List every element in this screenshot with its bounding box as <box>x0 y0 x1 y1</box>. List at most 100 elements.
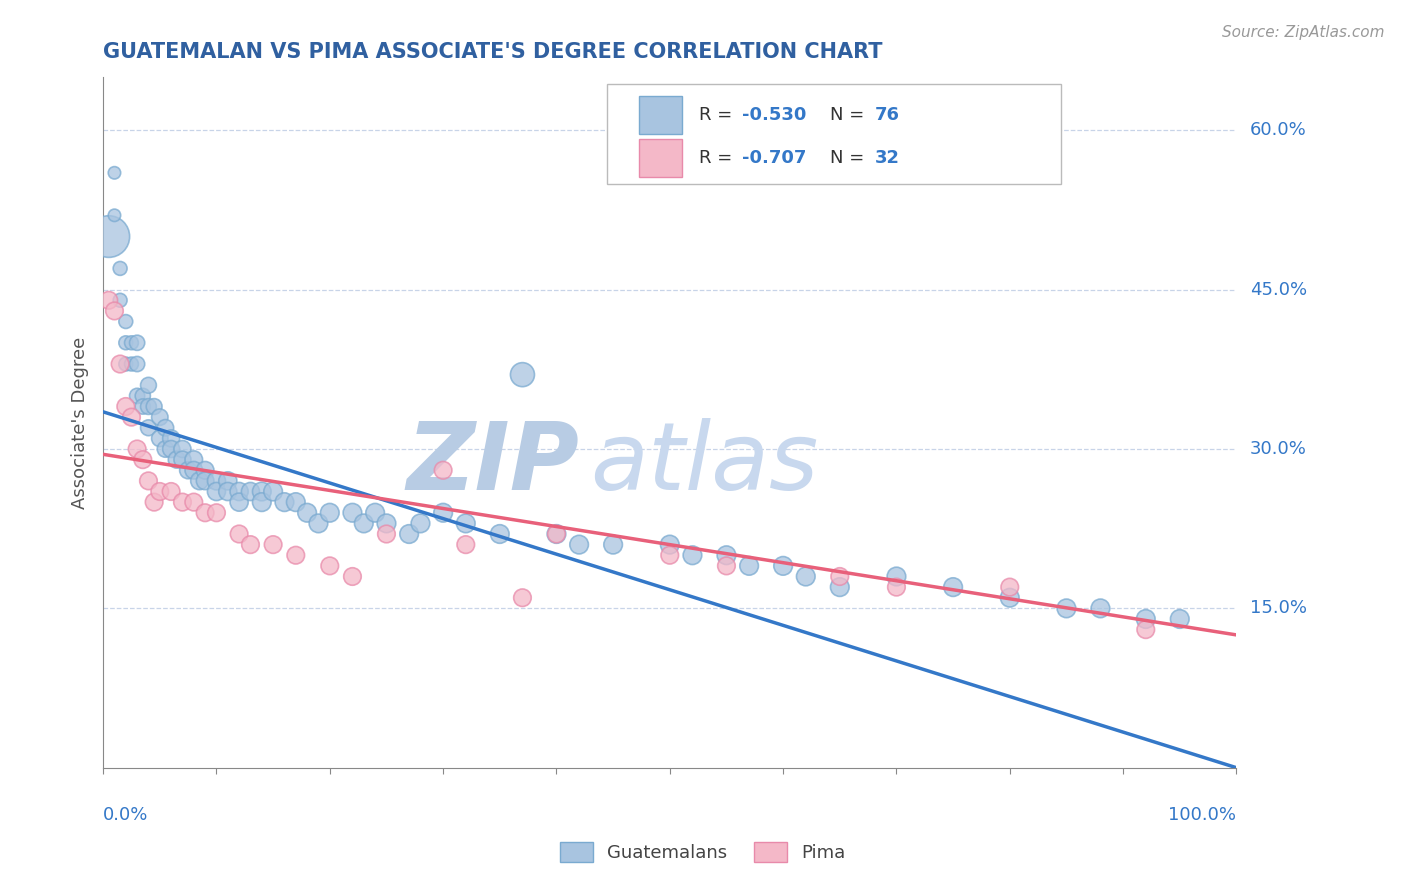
Point <box>114 314 136 328</box>
Text: atlas: atlas <box>591 418 818 509</box>
Point <box>138 421 160 435</box>
Text: ZIP: ZIP <box>406 417 579 510</box>
Point <box>138 378 160 392</box>
Point <box>121 410 143 425</box>
Text: R =: R = <box>699 149 738 168</box>
Point <box>183 463 205 477</box>
Point <box>103 166 125 180</box>
Point <box>127 389 149 403</box>
Point <box>188 474 211 488</box>
Point <box>1135 612 1157 626</box>
Point <box>183 495 205 509</box>
Point <box>239 538 262 552</box>
Text: 60.0%: 60.0% <box>1250 121 1306 139</box>
Point <box>155 442 177 456</box>
Point <box>409 516 432 531</box>
Point <box>353 516 375 531</box>
FancyBboxPatch shape <box>607 84 1060 185</box>
Point <box>155 421 177 435</box>
Text: 100.0%: 100.0% <box>1168 805 1236 823</box>
Point <box>319 558 342 573</box>
Point <box>172 452 194 467</box>
Point <box>886 580 908 594</box>
Point <box>262 538 284 552</box>
Point <box>454 516 477 531</box>
Text: Source: ZipAtlas.com: Source: ZipAtlas.com <box>1222 25 1385 40</box>
Point <box>998 591 1021 605</box>
Point <box>217 474 239 488</box>
Point <box>716 548 738 562</box>
Point <box>127 442 149 456</box>
Text: 30.0%: 30.0% <box>1250 440 1308 458</box>
Point <box>143 495 166 509</box>
Point <box>658 538 681 552</box>
Point <box>250 495 273 509</box>
Point <box>166 452 188 467</box>
Point <box>114 357 136 371</box>
FancyBboxPatch shape <box>640 96 682 134</box>
Point <box>828 580 851 594</box>
Point <box>160 431 183 445</box>
Point <box>1135 623 1157 637</box>
Point <box>228 484 250 499</box>
Point <box>307 516 329 531</box>
Point <box>149 484 172 499</box>
Point <box>284 548 307 562</box>
Point <box>121 335 143 350</box>
Point <box>97 293 120 308</box>
Point <box>114 400 136 414</box>
Point <box>194 463 217 477</box>
Point <box>149 410 172 425</box>
Point <box>114 335 136 350</box>
Point <box>177 463 200 477</box>
Point <box>546 527 568 541</box>
Text: 32: 32 <box>875 149 900 168</box>
Point <box>658 548 681 562</box>
Point <box>432 463 454 477</box>
Point <box>886 569 908 583</box>
Y-axis label: Associate's Degree: Associate's Degree <box>72 336 89 508</box>
Point <box>342 569 364 583</box>
Point <box>794 569 817 583</box>
Point <box>364 506 387 520</box>
Point <box>149 431 172 445</box>
Point <box>375 516 398 531</box>
Point <box>103 304 125 318</box>
Point <box>132 400 155 414</box>
Point <box>512 591 534 605</box>
Point <box>143 400 166 414</box>
Point <box>228 527 250 541</box>
FancyBboxPatch shape <box>640 139 682 178</box>
Point <box>205 474 228 488</box>
Point <box>205 484 228 499</box>
Legend: Guatemalans, Pima: Guatemalans, Pima <box>553 834 853 870</box>
Text: 0.0%: 0.0% <box>103 805 149 823</box>
Point <box>172 442 194 456</box>
Point <box>121 357 143 371</box>
Point <box>273 495 295 509</box>
Point <box>108 293 131 308</box>
Point <box>1090 601 1112 615</box>
Point <box>568 538 591 552</box>
Point <box>108 261 131 276</box>
Point <box>1054 601 1077 615</box>
Point <box>828 569 851 583</box>
Point <box>138 474 160 488</box>
Point <box>319 506 342 520</box>
Text: GUATEMALAN VS PIMA ASSOCIATE'S DEGREE CORRELATION CHART: GUATEMALAN VS PIMA ASSOCIATE'S DEGREE CO… <box>103 42 883 62</box>
Point <box>228 495 250 509</box>
Point <box>160 442 183 456</box>
Point <box>716 558 738 573</box>
Text: -0.707: -0.707 <box>742 149 807 168</box>
Point <box>172 495 194 509</box>
Point <box>772 558 794 573</box>
Point <box>103 208 125 222</box>
Point <box>488 527 510 541</box>
Point <box>205 506 228 520</box>
Point <box>160 484 183 499</box>
Point <box>512 368 534 382</box>
Point <box>295 506 318 520</box>
Point <box>132 389 155 403</box>
Point <box>250 484 273 499</box>
Text: N =: N = <box>830 106 869 124</box>
